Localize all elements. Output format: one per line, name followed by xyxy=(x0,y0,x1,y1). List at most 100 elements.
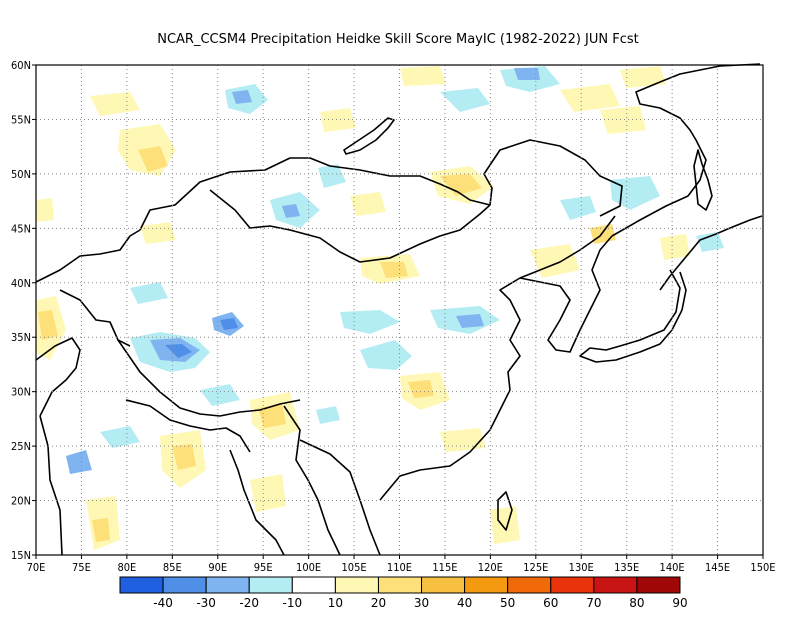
colorbar-label: 90 xyxy=(672,596,687,610)
lon-tick-label: 145E xyxy=(705,561,730,574)
shade-patch xyxy=(172,444,196,470)
shade-patch xyxy=(408,380,434,398)
shade-patch xyxy=(316,406,340,424)
colorbar-swatch xyxy=(593,576,638,594)
lon-tick-label: 115E xyxy=(432,561,457,574)
latitude-labels: 60N 55N 50N 45N 40N 35N 30N 25N 20N 15N xyxy=(11,59,36,562)
border-line xyxy=(35,229,141,283)
lon-tick-label: 105E xyxy=(341,561,366,574)
shade-patch xyxy=(318,164,346,188)
lon-tick-label: 140E xyxy=(660,561,685,574)
shade-patch xyxy=(130,282,168,304)
colorbar: -40 -30 -20 -10 10 20 30 40 50 60 70 80 90 xyxy=(119,576,688,610)
shade-patch xyxy=(620,66,666,88)
lon-tick-label: 100E xyxy=(296,561,321,574)
coast-line xyxy=(611,63,761,237)
shade-patch xyxy=(282,204,300,218)
shade-patch xyxy=(440,88,490,112)
lat-tick-label: 15N xyxy=(11,549,31,562)
shade-patch xyxy=(456,314,484,328)
colorbar-swatch xyxy=(334,576,379,594)
shade-patch xyxy=(92,518,110,542)
coast-line xyxy=(497,491,513,531)
shade-patch xyxy=(440,428,486,452)
coast-line xyxy=(579,269,687,363)
shade-patch xyxy=(232,90,252,104)
skill-shading xyxy=(36,66,724,550)
shade-patch xyxy=(560,84,620,112)
shade-patch xyxy=(600,106,646,134)
shade-patch xyxy=(490,506,520,544)
lat-tick-label: 20N xyxy=(11,495,31,508)
lon-tick-label: 80E xyxy=(117,561,136,574)
shade-patch xyxy=(440,174,482,196)
shade-patch xyxy=(560,196,596,220)
colorbar-swatch xyxy=(464,576,509,594)
coast-line xyxy=(379,215,616,501)
coast-line xyxy=(659,215,763,291)
border-line xyxy=(125,399,251,453)
colorbar-swatch xyxy=(377,576,423,594)
colorbar-label: 30 xyxy=(414,596,429,610)
shade-patch xyxy=(340,310,400,334)
shade-patch xyxy=(140,222,176,244)
lon-tick-label: 110E xyxy=(387,561,412,574)
shade-patch xyxy=(220,318,238,330)
lon-tick-label: 75E xyxy=(72,561,91,574)
shade-patch xyxy=(138,146,168,172)
lon-tick-label: 125E xyxy=(523,561,548,574)
lon-tick-label: 95E xyxy=(254,561,273,574)
shade-patch xyxy=(360,340,412,370)
map-area xyxy=(35,63,764,556)
shade-patch xyxy=(380,262,408,278)
lat-tick-label: 55N xyxy=(11,113,31,126)
longitude-labels: 70E 75E 80E 85E 90E 95E 100E 105E 110E 115E 120E 12… xyxy=(27,555,776,574)
colorbar-swatch xyxy=(636,576,681,594)
shade-patch xyxy=(258,404,286,428)
lat-tick-label: 30N xyxy=(11,386,31,399)
shade-patch xyxy=(200,384,240,406)
border-line xyxy=(299,439,381,556)
colorbar-label: -30 xyxy=(196,596,216,610)
colorbar-label: -40 xyxy=(153,596,173,610)
lat-tick-label: 60N xyxy=(11,59,31,72)
lon-tick-label: 120E xyxy=(478,561,503,574)
lon-tick-label: 135E xyxy=(614,561,639,574)
lat-tick-label: 40N xyxy=(11,277,31,290)
lon-tick-label: 130E xyxy=(569,561,594,574)
shade-patch xyxy=(350,192,386,216)
colorbar-swatch xyxy=(119,576,164,594)
shade-patch xyxy=(696,232,724,252)
shade-patch xyxy=(514,68,540,80)
border-line xyxy=(209,189,491,263)
shade-patch xyxy=(66,450,92,474)
gridlines xyxy=(36,65,763,555)
coast-line xyxy=(519,235,613,353)
colorbar-swatch xyxy=(421,576,466,594)
colorbar-swatch xyxy=(162,576,207,594)
shade-patch xyxy=(250,474,286,512)
border-line xyxy=(229,449,285,556)
lon-tick-label: 150E xyxy=(750,561,775,574)
lake-line xyxy=(343,117,395,155)
lon-tick-label: 70E xyxy=(27,561,46,574)
shade-patch xyxy=(660,234,690,260)
lon-tick-label: 85E xyxy=(163,561,182,574)
colorbar-swatch xyxy=(291,576,336,594)
shade-patch xyxy=(90,92,140,116)
colorbar-swatch xyxy=(248,576,293,594)
border-line xyxy=(35,337,81,417)
colorbar-label: 70 xyxy=(586,596,601,610)
lat-tick-label: 35N xyxy=(11,331,31,344)
lat-tick-label: 50N xyxy=(11,168,31,181)
colorbar-label: 50 xyxy=(500,596,515,610)
border-line xyxy=(39,415,63,556)
map-title: NCAR_CCSM4 Precipitation Heidke Skill Sc… xyxy=(157,32,639,47)
shade-patch xyxy=(38,310,58,340)
colorbar-swatch xyxy=(550,576,595,594)
shade-patch xyxy=(610,176,660,210)
coast-line xyxy=(693,149,713,211)
colorbar-label: 20 xyxy=(371,596,386,610)
lon-tick-label: 90E xyxy=(208,561,227,574)
